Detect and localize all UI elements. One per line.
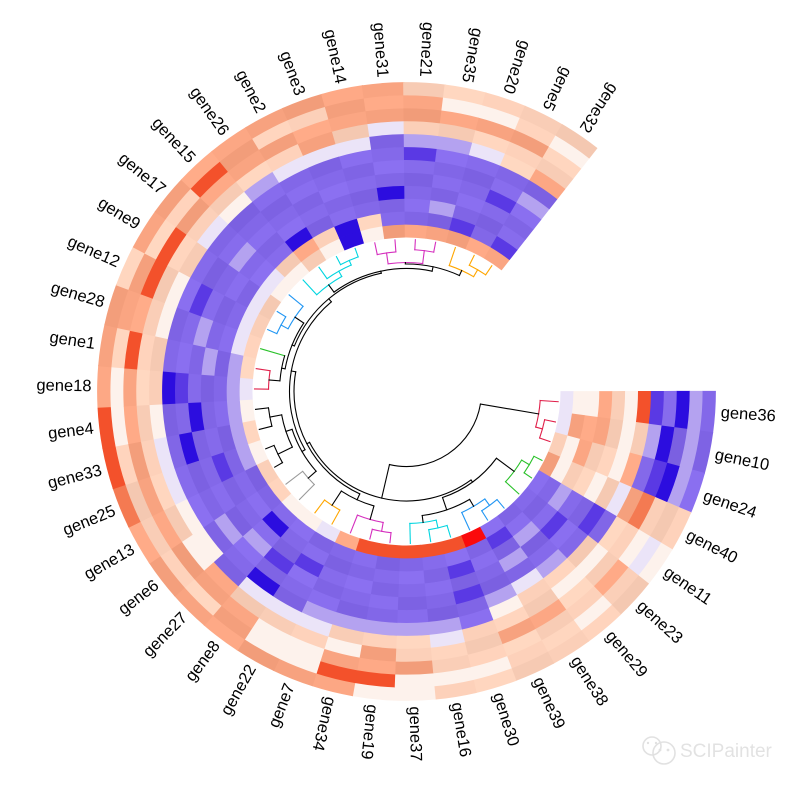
svg-text:gene18: gene18 xyxy=(36,376,91,395)
svg-text:gene4: gene4 xyxy=(47,420,95,443)
svg-text:SCIPainter: SCIPainter xyxy=(680,741,773,762)
svg-text:gene37: gene37 xyxy=(406,706,425,762)
svg-text:gene36: gene36 xyxy=(720,404,776,426)
svg-text:gene31: gene31 xyxy=(369,22,391,78)
svg-text:gene19: gene19 xyxy=(357,704,381,761)
svg-text:gene21: gene21 xyxy=(416,22,437,78)
